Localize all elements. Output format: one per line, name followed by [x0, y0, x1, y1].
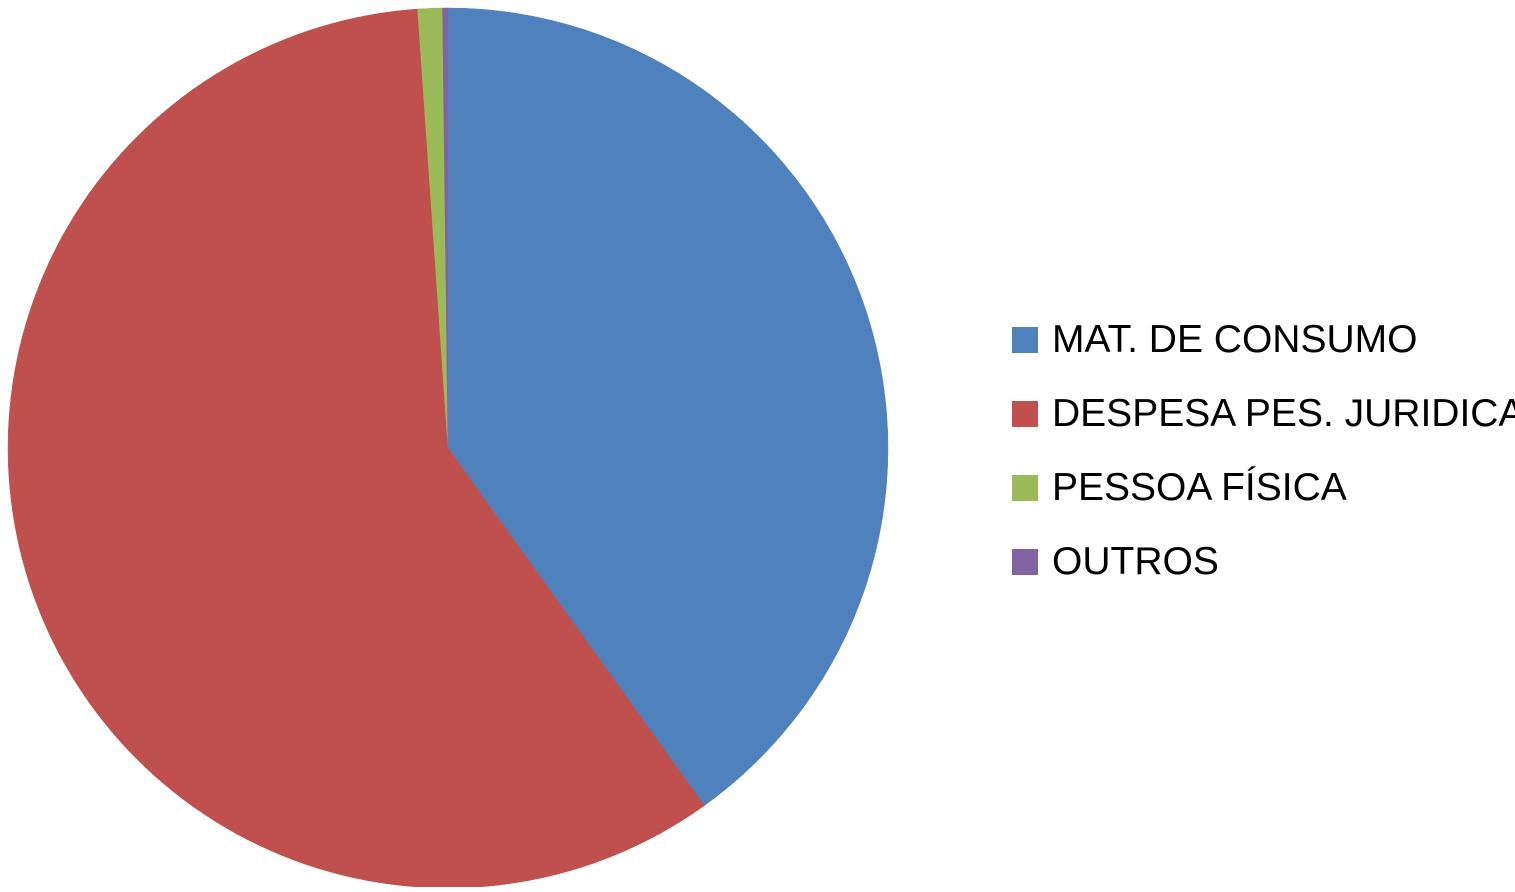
legend-swatch-outros [1012, 549, 1038, 575]
legend-swatch-pessoa-fisica [1012, 475, 1038, 501]
legend-swatch-despesa-pes-juridica [1012, 401, 1038, 427]
legend-label-outros: OUTROS [1052, 540, 1219, 583]
chart-legend: MAT. DE CONSUMO DESPESA PES. JURIDICA PE… [1012, 303, 1515, 599]
legend-swatch-mat-de-consumo [1012, 327, 1038, 353]
legend-item-mat-de-consumo: MAT. DE CONSUMO [1012, 303, 1512, 377]
legend-item-despesa-pes-juridica: DESPESA PES. JURIDICA [1012, 377, 1515, 451]
legend-item-outros: OUTROS [1012, 525, 1512, 599]
legend-label-despesa-pes-juridica: DESPESA PES. JURIDICA [1052, 392, 1515, 435]
legend-label-mat-de-consumo: MAT. DE CONSUMO [1052, 318, 1418, 361]
legend-label-pessoa-fisica: PESSOA FÍSICA [1052, 466, 1347, 509]
pie-slice-mat-de-consumo [447, 7, 889, 806]
legend-item-pessoa-fisica: PESSOA FÍSICA [1012, 451, 1512, 525]
pie-chart [7, 7, 889, 889]
pie-chart-area [7, 7, 889, 889]
pie-slice-outros [442, 7, 449, 449]
